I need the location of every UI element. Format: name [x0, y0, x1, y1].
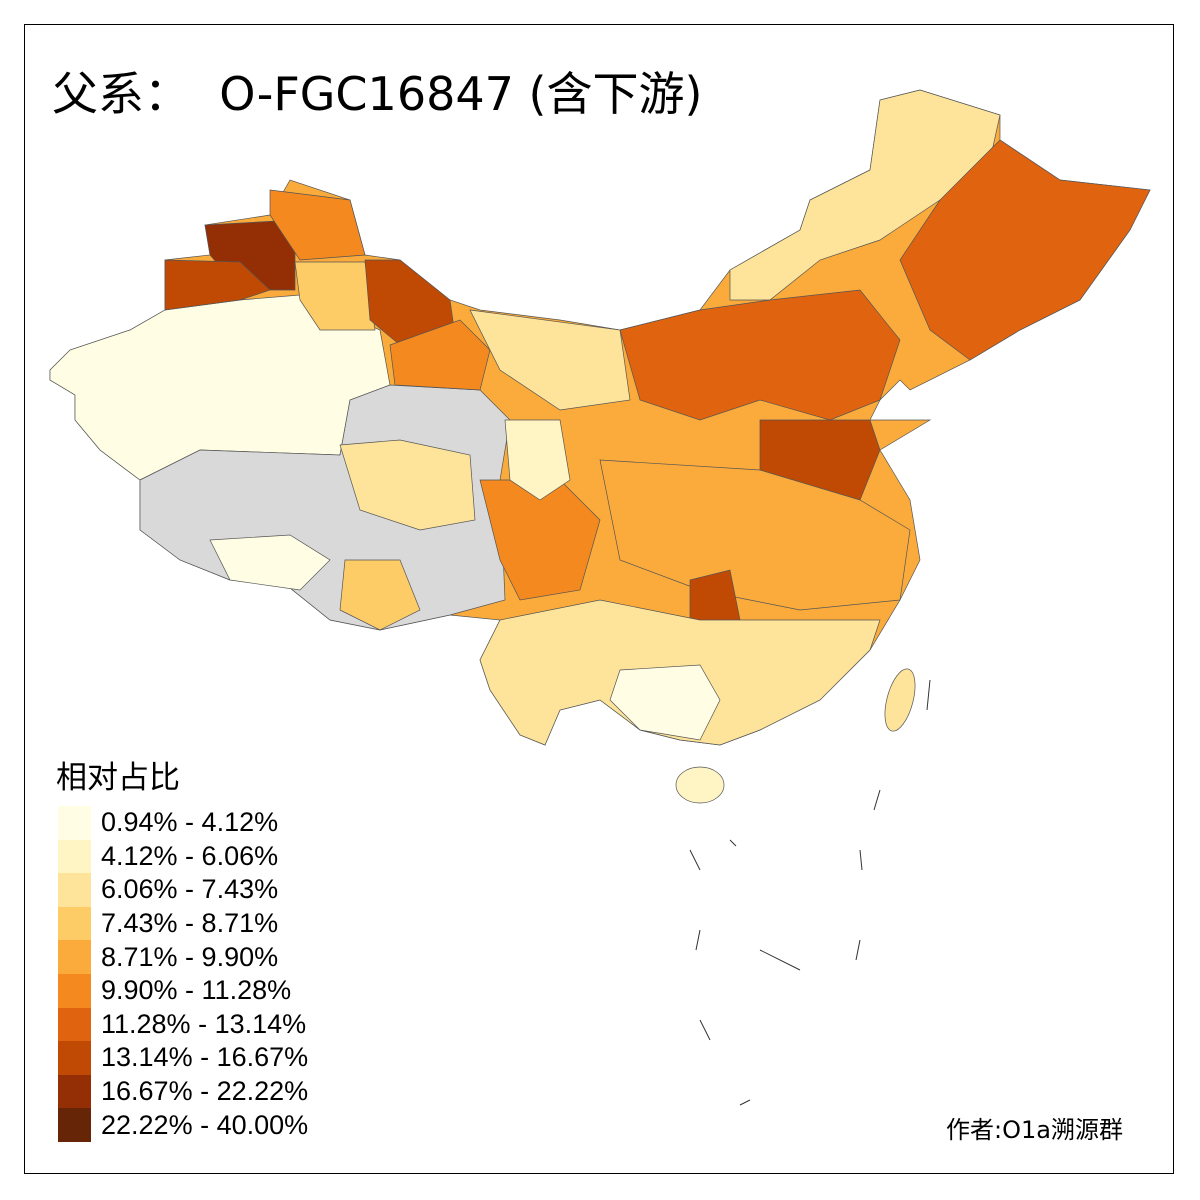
legend-swatch [58, 1108, 91, 1142]
legend-label: 9.90% - 11.28% [101, 975, 292, 1006]
region-central [599, 459, 911, 611]
legend-swatch [58, 839, 91, 874]
region-urumqi-area [294, 261, 376, 331]
region-qinghai-east [339, 439, 476, 531]
legend-item: 7.43% - 8.71% [58, 906, 279, 941]
legend-swatch [58, 940, 91, 974]
region-guangxi [609, 664, 721, 741]
south-sea-islands [689, 679, 931, 1106]
legend-label: 7.43% - 8.71% [101, 908, 279, 939]
legend-label: 8.71% - 9.90% [101, 941, 279, 972]
legend-item: 22.22% - 40.00% [58, 1108, 308, 1142]
taiwan-island [884, 668, 916, 732]
region-gansu-west [389, 319, 491, 391]
legend-title: 相对占比 [56, 760, 180, 796]
legend-swatch [58, 906, 91, 941]
map-frame [24, 24, 1174, 1174]
legend-item: 6.06% - 7.43% [58, 873, 278, 907]
author-credit: 作者:O1a溯源群 [946, 1116, 1123, 1144]
legend-item: 16.67% - 22.22% [58, 1074, 309, 1109]
region-tibet-east [339, 559, 421, 631]
legend-label: 4.12% - 6.06% [101, 840, 279, 871]
legend-swatch [58, 1007, 91, 1042]
region-north-central [619, 289, 901, 421]
legend-label: 13.14% - 16.67% [101, 1042, 309, 1073]
legend-swatch [58, 806, 91, 840]
hainan-island [675, 766, 725, 804]
legend-label: 0.94% - 4.12% [101, 807, 279, 838]
legend-swatch [58, 1041, 91, 1075]
region-tibet-south [209, 534, 331, 591]
legend-label: 6.06% - 7.43% [101, 874, 279, 905]
legend-item: 4.12% - 6.06% [58, 839, 279, 874]
region-altay [269, 189, 366, 261]
region-inner-mongolia-west [469, 309, 631, 411]
legend-item: 0.94% - 4.12% [58, 806, 278, 840]
legend-swatch [58, 873, 91, 907]
region-qinghai-gansu-light [504, 419, 571, 501]
legend-swatch [58, 1074, 91, 1109]
legend-item: 11.28% - 13.14% [58, 1007, 307, 1042]
region-bortala [164, 259, 271, 311]
legend-item: 8.71% - 9.90% [58, 940, 278, 974]
legend-label: 22.22% - 40.00% [101, 1109, 309, 1140]
legend-item: 13.14% - 16.67% [58, 1041, 308, 1075]
map-title: 父系： O-FGC16847 (含下游) [52, 67, 703, 121]
legend-item: 9.90% - 11.28% [58, 974, 291, 1008]
legend-swatch [58, 974, 91, 1008]
legend-label: 11.28% - 13.14% [101, 1008, 307, 1039]
legend-label: 16.67% - 22.22% [101, 1076, 309, 1107]
region-inner-mongolia-east [729, 89, 1001, 301]
region-northeast [899, 139, 1151, 361]
